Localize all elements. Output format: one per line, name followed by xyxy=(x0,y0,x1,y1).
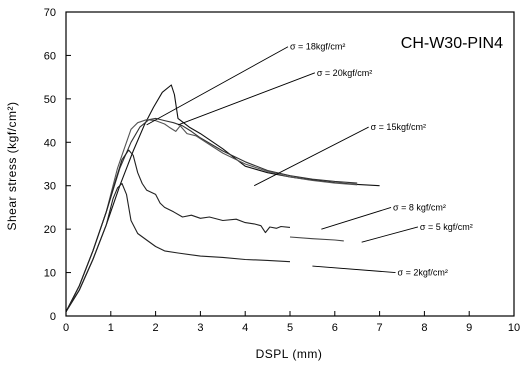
x-tick-label: 1 xyxy=(108,322,114,334)
x-tick-label: 7 xyxy=(377,322,383,334)
series-label: σ = 5 kgf/cm² xyxy=(420,222,473,232)
leader-line xyxy=(312,265,396,274)
x-tick-label: 0 xyxy=(63,322,69,334)
x-tick-label: 3 xyxy=(197,322,203,334)
x-tick-label: 2 xyxy=(153,322,159,334)
series-label: σ = 18kgf/cm² xyxy=(290,42,345,52)
y-tick-label: 70 xyxy=(44,7,56,19)
y-tick-label: 20 xyxy=(44,224,56,236)
y-tick-label: 60 xyxy=(44,50,56,62)
y-axis-title: Shear stress (kgf/cm²) xyxy=(5,101,19,230)
annotation-layer: σ = 18kgf/cm² σ = 20kgf/cm² σ = 15kgf/cm² σ… xyxy=(146,42,473,278)
y-tick-label: 30 xyxy=(44,181,56,193)
leader-line xyxy=(146,46,289,126)
series-line-5 xyxy=(289,236,344,242)
x-tick-label: 8 xyxy=(421,322,427,334)
leader-line xyxy=(321,206,392,230)
series-line-3 xyxy=(65,119,358,312)
series-label: σ = 20kgf/cm² xyxy=(317,68,372,78)
series-line-6 xyxy=(65,182,291,312)
x-tick-label: 6 xyxy=(332,322,338,334)
x-tick-label: 4 xyxy=(242,322,248,334)
x-axis-title: DSPL (mm) xyxy=(256,347,323,361)
y-tick-label: 0 xyxy=(50,311,56,323)
chart-title: CH-W30-PIN4 xyxy=(401,35,503,52)
y-tick-label: 50 xyxy=(44,94,56,106)
leader-line xyxy=(361,226,419,243)
x-tick-label: 5 xyxy=(287,322,293,334)
series-label: σ = 8 kgf/cm² xyxy=(393,202,446,212)
x-tick-label: 9 xyxy=(466,322,472,334)
axes-layer: 0 1 2 3 4 5 6 7 8 9 10 0 10 20 30 40 50 60 70 xyxy=(44,7,520,334)
series-layer xyxy=(65,84,380,312)
series-line-4 xyxy=(65,149,291,312)
y-tick-label: 40 xyxy=(44,137,56,149)
leader-line xyxy=(177,72,316,126)
y-tick-label: 10 xyxy=(44,268,56,280)
x-tick-label: 10 xyxy=(508,322,520,334)
series-label: σ = 2kgf/cm² xyxy=(398,268,448,278)
leader-line xyxy=(253,126,369,187)
series-label: σ = 15kgf/cm² xyxy=(371,122,426,132)
